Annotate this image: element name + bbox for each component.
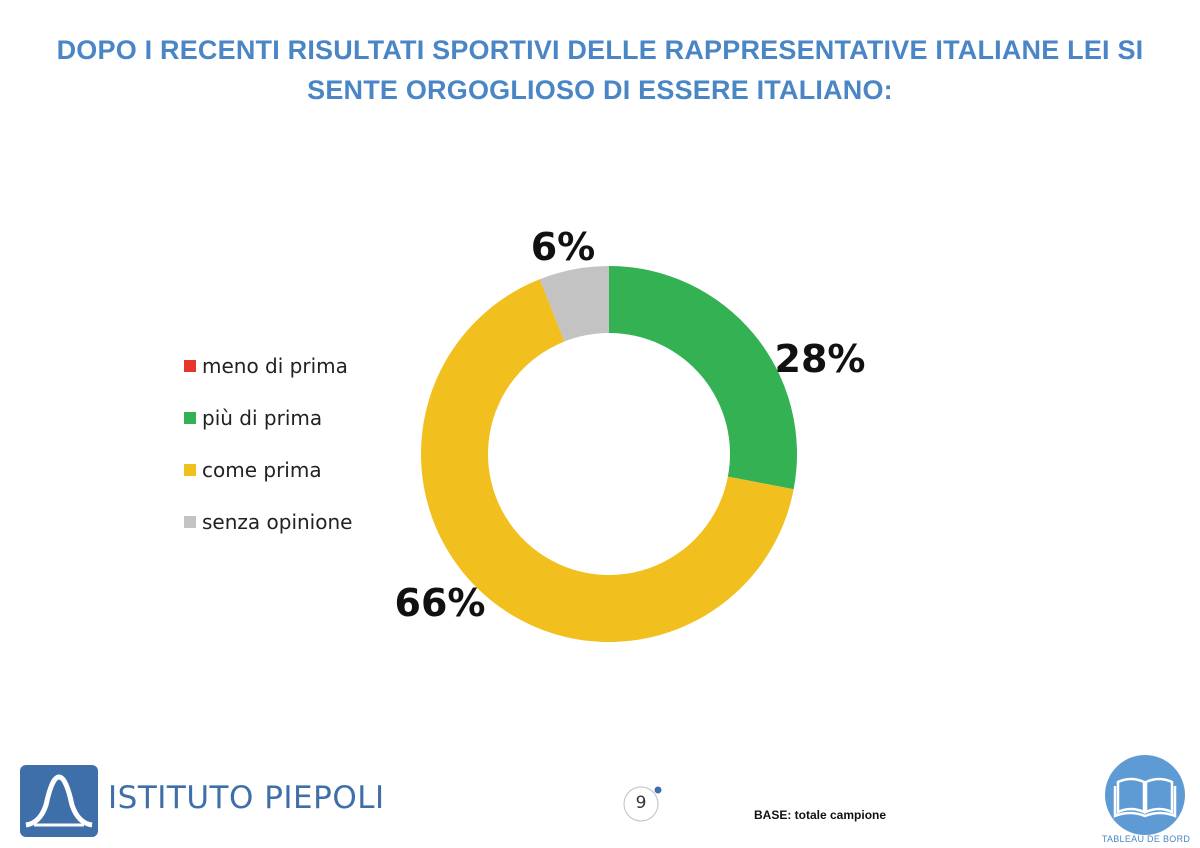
legend-swatch bbox=[184, 464, 196, 476]
donut-slice-come-prima bbox=[420, 279, 794, 642]
legend-swatch bbox=[184, 516, 196, 528]
data-label-senza-opinione: 6% bbox=[531, 225, 596, 269]
legend-item-meno-di-prima: meno di prima bbox=[184, 340, 352, 392]
donut-slice-piu-di-prima bbox=[609, 266, 797, 490]
chart-legend: meno di prima più di prima come prima se… bbox=[184, 340, 352, 548]
legend-swatch bbox=[184, 412, 196, 424]
legend-swatch bbox=[184, 360, 196, 372]
brand-name: ISTITUTO PIEPOLI bbox=[108, 780, 385, 816]
page-number-ring bbox=[623, 786, 662, 822]
legend-label: più di prima bbox=[202, 406, 323, 430]
page-number-badge: 9 bbox=[622, 784, 666, 824]
legend-item-senza-opinione: senza opinione bbox=[184, 496, 352, 548]
piepoli-logo-icon bbox=[20, 765, 98, 837]
legend-label: senza opinione bbox=[202, 510, 353, 534]
donut-slice-senza-opinione bbox=[539, 266, 609, 342]
page-title: DOPO I RECENTI RISULTATI SPORTIVI DELLE … bbox=[56, 35, 1144, 105]
open-book-icon[interactable] bbox=[1104, 754, 1186, 836]
tableau-de-bord-label[interactable]: TABLEAU DE BORD bbox=[1101, 834, 1191, 844]
legend-label: come prima bbox=[202, 458, 322, 482]
base-note: BASE: totale campione bbox=[754, 808, 887, 822]
page-number: 9 bbox=[635, 793, 647, 813]
data-label-piu-di-prima: 28% bbox=[775, 337, 866, 381]
legend-item-piu-di-prima: più di prima bbox=[184, 392, 352, 444]
legend-label: meno di prima bbox=[202, 354, 348, 378]
data-label-come-prima: 66% bbox=[395, 581, 486, 625]
legend-item-come-prima: come prima bbox=[184, 444, 352, 496]
